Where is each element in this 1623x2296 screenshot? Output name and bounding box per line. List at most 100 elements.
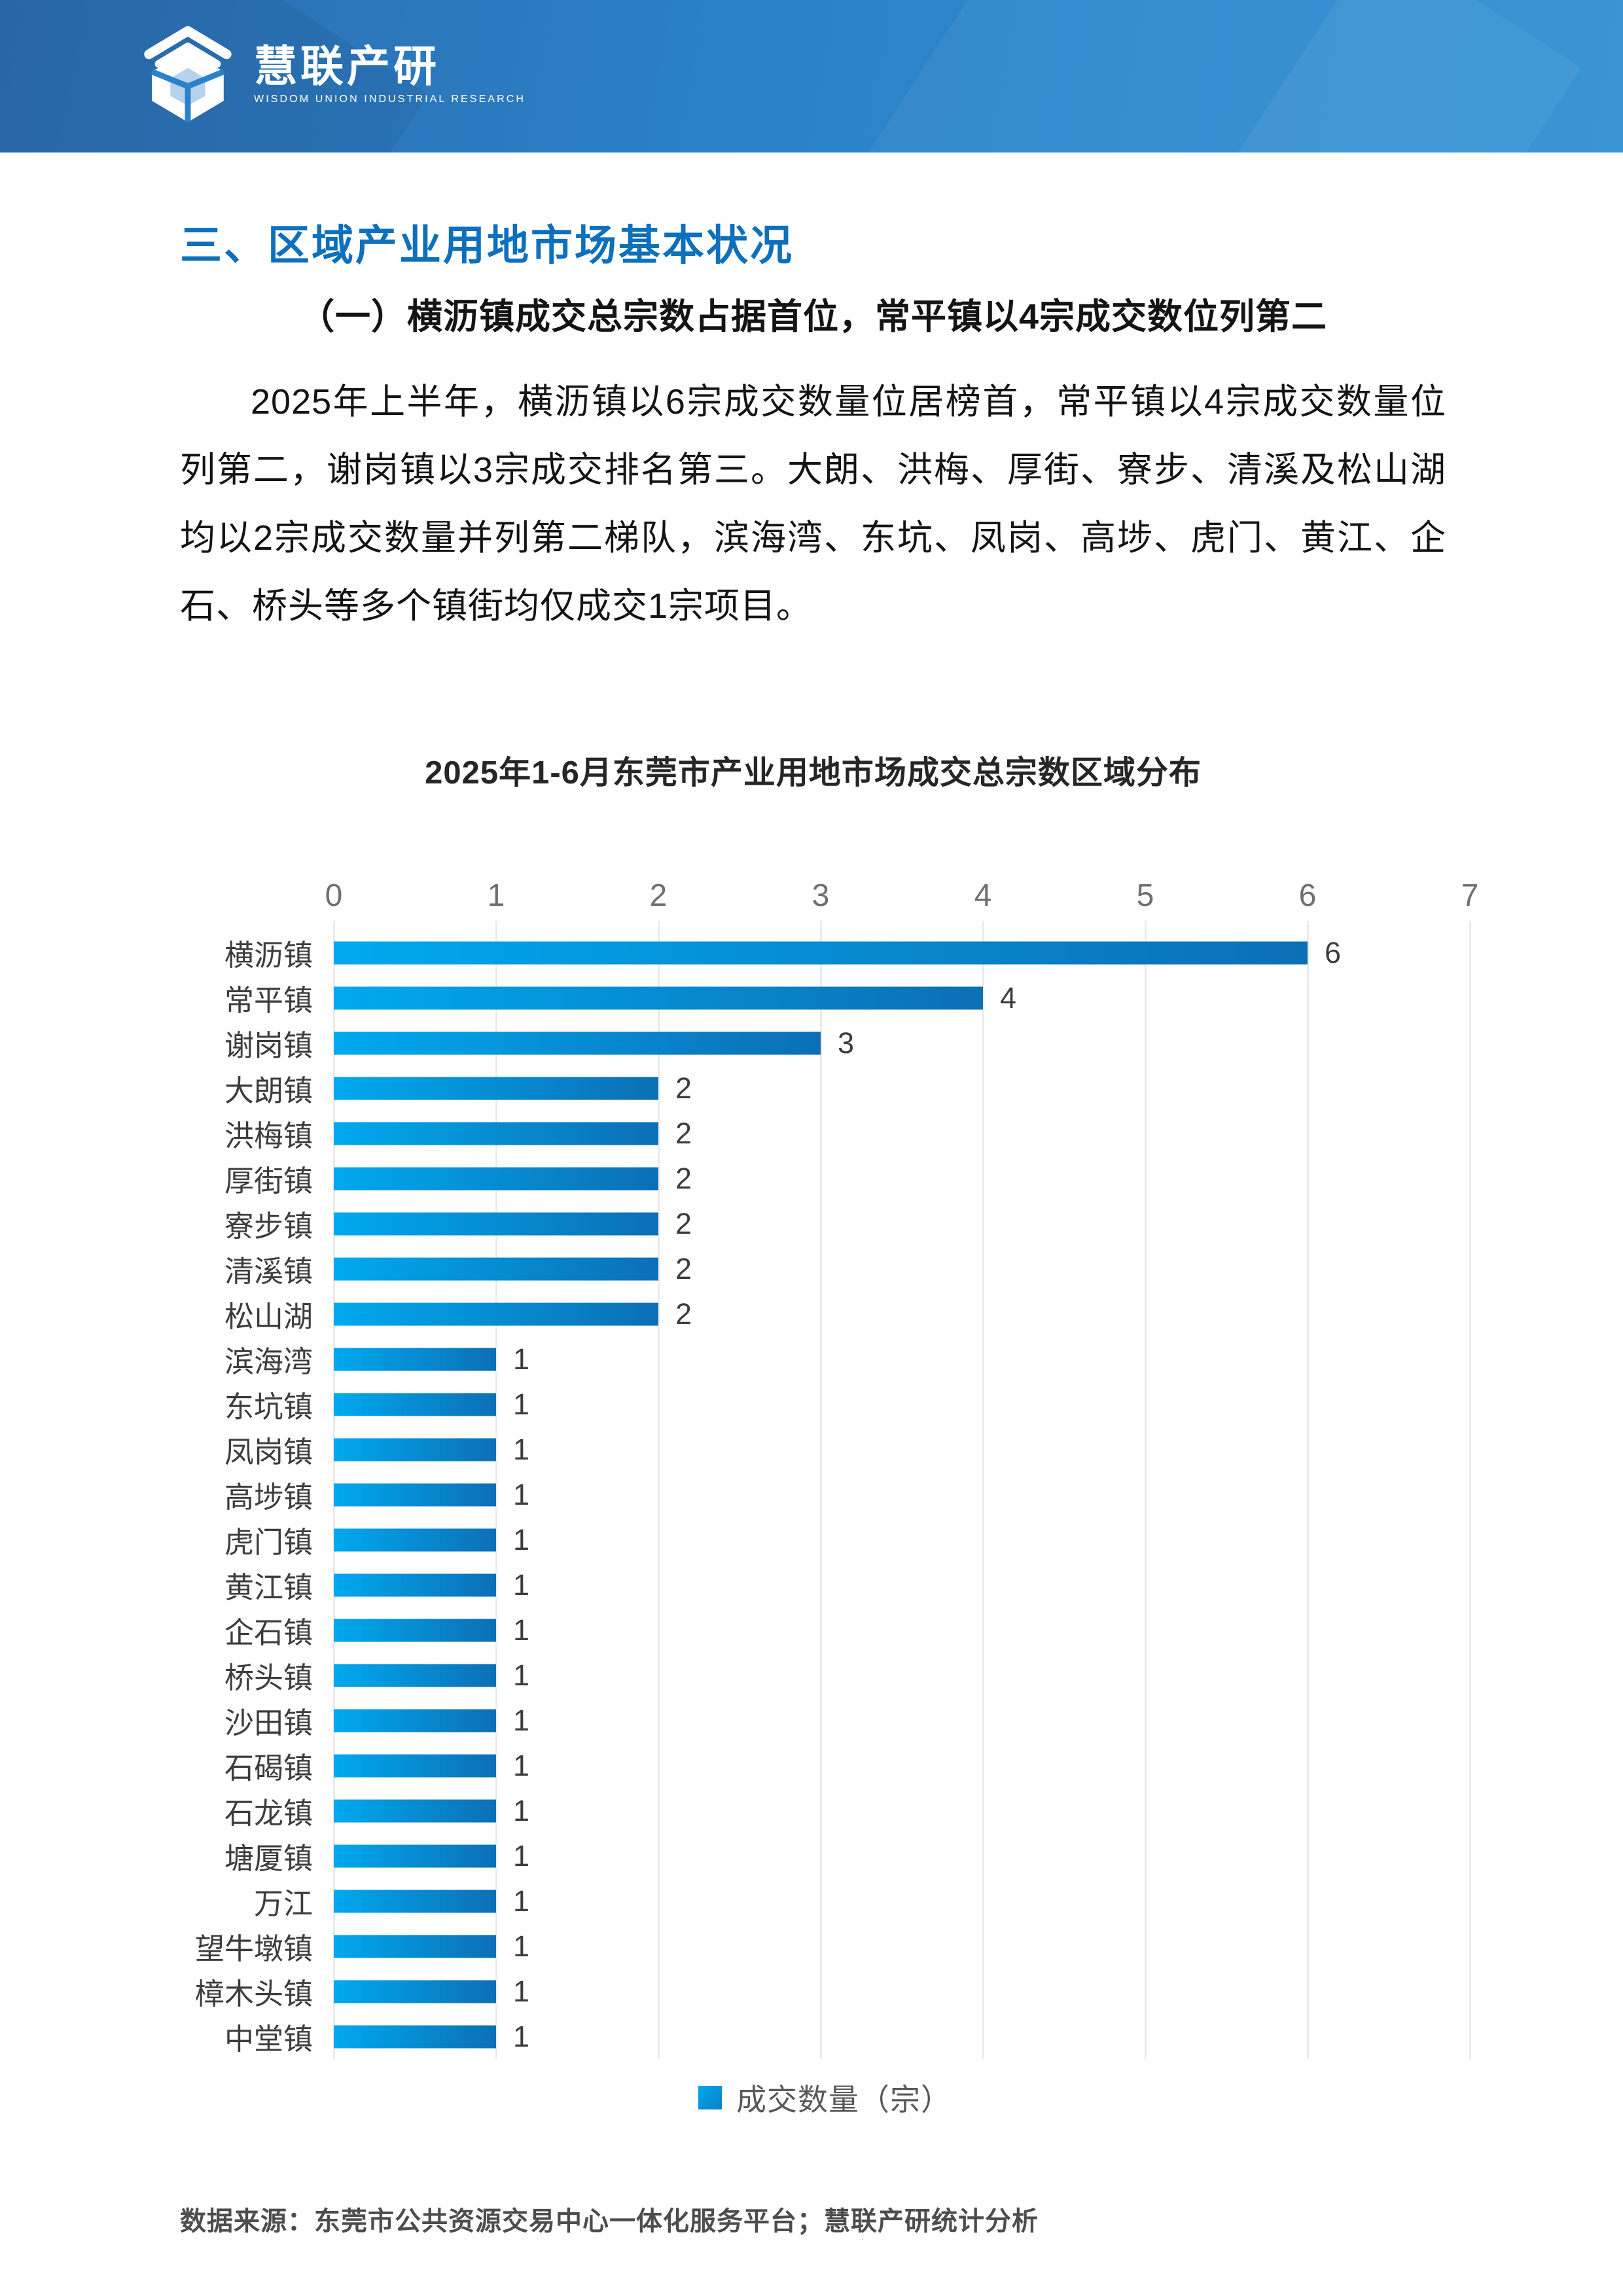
category-label: 谢岗镇 [224, 1029, 313, 1062]
bar-track: 1 [334, 1698, 1470, 1743]
bar-track: 1 [334, 1382, 1470, 1427]
category-label: 桥头镇 [224, 1661, 313, 1695]
bar-track: 3 [334, 1020, 1470, 1066]
value-label: 4 [999, 980, 1017, 1014]
bar [334, 1438, 496, 1461]
bar-track: 1 [334, 1517, 1470, 1562]
bar-track: 2 [334, 1066, 1470, 1111]
chart-row: 石龙镇 1 [180, 1788, 1470, 1833]
value-label: 1 [513, 1703, 530, 1737]
value-label: 2 [675, 1116, 692, 1150]
value-label: 1 [513, 1929, 530, 1963]
category-label: 横沥镇 [224, 939, 313, 972]
bar [334, 1980, 496, 2003]
category-label: 松山湖 [224, 1300, 313, 1333]
value-label: 1 [513, 1839, 530, 1873]
category-label: 企石镇 [224, 1616, 313, 1649]
bar-track: 1 [334, 1833, 1470, 1878]
bar [334, 1754, 496, 1777]
bar [334, 1031, 821, 1054]
category-label: 大朗镇 [224, 1074, 313, 1107]
category-label: 万江 [253, 1887, 313, 1920]
bar-track: 1 [334, 1924, 1470, 1969]
gridline [658, 921, 660, 2059]
chart-row: 谢岗镇 3 [180, 1020, 1470, 1066]
value-label: 3 [838, 1026, 855, 1060]
section-title: 三、区域产业用地市场基本状况 [180, 222, 794, 269]
value-label: 2 [675, 1161, 692, 1195]
bar-track: 1 [334, 1562, 1470, 1607]
chart-row: 石碣镇 1 [180, 1743, 1470, 1788]
bar-track: 2 [334, 1111, 1470, 1156]
gridline [1469, 921, 1471, 2059]
chart-row: 塘厦镇 1 [180, 1833, 1470, 1878]
bar [334, 1935, 496, 1958]
category-label: 沙田镇 [224, 1706, 313, 1740]
bar [334, 1302, 658, 1325]
x-tick-label: 6 [1298, 878, 1317, 913]
x-tick-label: 1 [487, 878, 505, 913]
page-header: 慧联产研 WISDOM UNION INDUSTRIAL RESEARCH [0, 0, 1623, 152]
gridline [982, 921, 984, 2059]
bar-track: 1 [334, 1472, 1470, 1517]
legend-label: 成交数量（宗） [736, 2083, 952, 2117]
bar-track: 2 [334, 1201, 1470, 1246]
category-label: 樟木头镇 [194, 1977, 313, 2011]
gridline [495, 921, 497, 2059]
bar-track: 2 [334, 1156, 1470, 1201]
chart-row: 凤岗镇 1 [180, 1427, 1470, 1472]
bar [334, 986, 983, 1009]
chart-row: 洪梅镇 2 [180, 1111, 1470, 1156]
bar-track: 2 [334, 1246, 1470, 1291]
value-label: 1 [513, 1477, 530, 1511]
value-label: 1 [513, 1432, 530, 1466]
bar-track: 4 [334, 975, 1470, 1020]
bar [334, 1167, 658, 1190]
category-label: 洪梅镇 [224, 1119, 313, 1153]
brand-text-block: 慧联产研 WISDOM UNION INDUSTRIAL RESEARCH [254, 45, 526, 105]
chart-row: 桥头镇 1 [180, 1653, 1470, 1698]
bar [334, 1664, 496, 1687]
chart-title: 2025年1-6月东莞市产业用地市场成交总宗数区域分布 [425, 755, 1202, 791]
bar-track: 1 [334, 1607, 1470, 1653]
chart-row: 清溪镇 2 [180, 1246, 1470, 1291]
bar [334, 1709, 496, 1732]
x-tick-label: 7 [1461, 878, 1479, 913]
category-label: 清溪镇 [224, 1255, 313, 1288]
category-label: 厚街镇 [224, 1164, 313, 1198]
chart-row: 松山湖 2 [180, 1291, 1470, 1336]
bar [334, 1483, 496, 1506]
value-label: 1 [513, 1568, 530, 1602]
chart-row: 虎门镇 1 [180, 1517, 1470, 1562]
bar [334, 1573, 496, 1596]
bar-track: 1 [334, 1427, 1470, 1472]
chart-row: 东坑镇 1 [180, 1382, 1470, 1427]
chart-legend: 成交数量（宗） [180, 2076, 1470, 2119]
chart-row: 滨海湾 1 [180, 1336, 1470, 1382]
gridline [1307, 921, 1309, 2059]
brand-name: 慧联产研 [254, 41, 440, 90]
chart-row: 横沥镇 6 [180, 930, 1470, 975]
subsection-title: （一）横沥镇成交总宗数占据首位，常平镇以4宗成交数位列第二 [298, 297, 1328, 336]
x-tick-label: 3 [812, 878, 830, 913]
value-label: 2 [675, 1071, 692, 1105]
category-label: 塘厦镇 [224, 1842, 313, 1875]
value-label: 1 [513, 1974, 530, 2008]
bar [334, 1122, 658, 1145]
cube-logo-icon [144, 26, 232, 122]
value-label: 1 [513, 1387, 530, 1421]
chart-plot-area: 横沥镇 6 常平镇 4 谢岗镇 3 大朗镇 2 洪梅镇 2 厚街镇 2 寮步镇 2 清溪镇 2 松山湖 2 滨海湾 1… [180, 921, 1471, 2059]
data-source-note: 数据来源：东莞市公共资源交易中心一体化服务平台；慧联产研统计分析 [180, 2207, 1039, 2236]
category-label: 常平镇 [224, 984, 313, 1017]
x-tick-label: 5 [1136, 878, 1154, 913]
bar-track: 1 [334, 1336, 1470, 1382]
bar [334, 1844, 496, 1867]
chart-row: 沙田镇 1 [180, 1698, 1470, 1743]
value-label: 2 [675, 1206, 692, 1240]
chart-row: 黄江镇 1 [180, 1562, 1470, 1607]
bar [334, 1619, 496, 1641]
x-tick-label: 2 [649, 878, 668, 913]
bar [334, 1393, 496, 1416]
bar [334, 1257, 658, 1280]
